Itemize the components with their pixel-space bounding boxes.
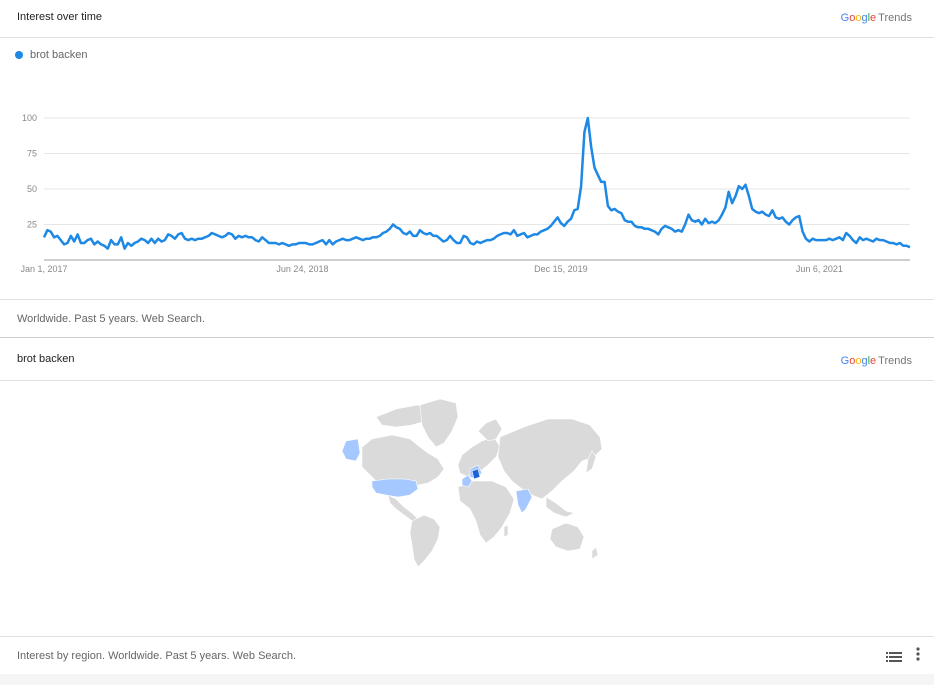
card-bottom-border bbox=[0, 337, 934, 338]
australia-land bbox=[549, 522, 585, 552]
y-tick-label: 50 bbox=[27, 184, 37, 194]
interest-over-time-card: Interest over time Google Trends brot bac… bbox=[0, 0, 934, 338]
europe-land bbox=[457, 436, 501, 478]
y-tick-label: 25 bbox=[27, 220, 37, 230]
southeast-asia-land bbox=[545, 496, 575, 518]
south-america-land bbox=[409, 514, 441, 568]
interest-by-region-card: brot backen Google Trends bbox=[0, 339, 934, 685]
alaska-region bbox=[341, 438, 361, 462]
trends-label: Trends bbox=[878, 12, 912, 24]
y-tick-label: 75 bbox=[27, 149, 37, 159]
africa-land bbox=[457, 480, 515, 544]
chart-footer: Worldwide. Past 5 years. Web Search. bbox=[17, 313, 205, 325]
madagascar-land bbox=[503, 524, 509, 538]
world-map[interactable] bbox=[0, 395, 934, 635]
card-title: Interest over time bbox=[17, 11, 102, 23]
footer-divider bbox=[0, 636, 934, 637]
asia-land bbox=[497, 418, 603, 500]
map-footer: Interest by region. Worldwide. Past 5 ye… bbox=[17, 650, 297, 662]
card-title: brot backen bbox=[17, 353, 75, 365]
x-tick-label: Jun 24, 2018 bbox=[276, 264, 328, 274]
greenland-land bbox=[419, 398, 459, 448]
x-tick-label: Jun 6, 2021 bbox=[796, 264, 843, 274]
legend-label: brot backen bbox=[30, 49, 88, 61]
card-header: Interest over time Google Trends bbox=[0, 0, 934, 38]
japan-land bbox=[585, 450, 597, 474]
y-tick-label: 100 bbox=[22, 113, 37, 123]
series-dot-icon bbox=[15, 51, 23, 59]
india-region bbox=[515, 488, 533, 514]
scandinavia-land bbox=[477, 418, 503, 442]
central-america-land bbox=[387, 494, 419, 522]
usa-region bbox=[371, 478, 419, 498]
card-header: brot backen Google Trends bbox=[0, 339, 934, 381]
x-tick-label: Dec 15, 2019 bbox=[534, 264, 588, 274]
x-tick-label: Jan 1, 2017 bbox=[20, 264, 67, 274]
google-trends-logo[interactable]: Google Trends bbox=[840, 12, 912, 24]
google-trends-logo[interactable]: Google Trends bbox=[840, 355, 912, 367]
chart-legend: brot backen bbox=[15, 49, 87, 61]
trends-label: Trends bbox=[878, 355, 912, 367]
series-line-brot-backen[interactable] bbox=[42, 116, 911, 250]
interest-line-chart[interactable]: 25 50 75 100 Jan 1, 2017 Jun 24, 2018 Dec 15,… bbox=[0, 0, 934, 290]
more-vert-icon[interactable] bbox=[914, 647, 922, 661]
bottom-strip bbox=[0, 674, 934, 685]
list-icon[interactable] bbox=[886, 650, 902, 662]
footer-divider bbox=[0, 299, 934, 300]
new-zealand-land bbox=[591, 546, 599, 560]
western-europe-region bbox=[461, 474, 473, 488]
germany-region bbox=[471, 468, 481, 480]
